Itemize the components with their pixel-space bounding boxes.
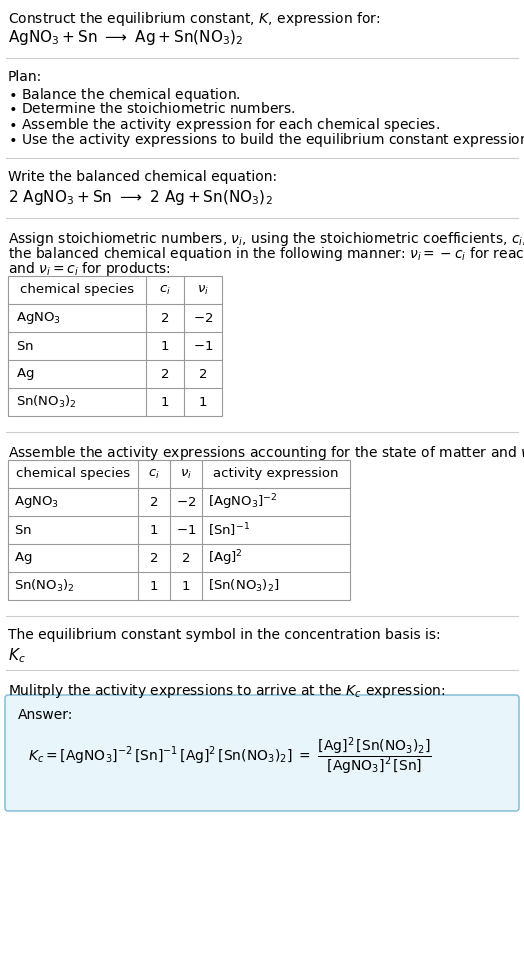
Text: Answer:: Answer: bbox=[18, 708, 73, 722]
Text: Assign stoichiometric numbers, $\nu_i$, using the stoichiometric coefficients, $: Assign stoichiometric numbers, $\nu_i$, … bbox=[8, 230, 524, 248]
Text: 1: 1 bbox=[161, 395, 169, 409]
Text: $\bullet$ Assemble the activity expression for each chemical species.: $\bullet$ Assemble the activity expressi… bbox=[8, 116, 440, 134]
Text: $\mathrm{Ag}$: $\mathrm{Ag}$ bbox=[16, 366, 34, 382]
Text: Plan:: Plan: bbox=[8, 70, 42, 84]
Text: $[\mathrm{Sn(NO_3)_2}]$: $[\mathrm{Sn(NO_3)_2}]$ bbox=[208, 578, 279, 594]
Text: $-1$: $-1$ bbox=[193, 340, 213, 352]
Text: and $\nu_i = c_i$ for products:: and $\nu_i = c_i$ for products: bbox=[8, 260, 171, 278]
Text: $\bullet$ Determine the stoichiometric numbers.: $\bullet$ Determine the stoichiometric n… bbox=[8, 101, 296, 116]
Text: $-2$: $-2$ bbox=[176, 496, 196, 508]
Text: the balanced chemical equation in the following manner: $\nu_i = -c_i$ for react: the balanced chemical equation in the fo… bbox=[8, 245, 524, 263]
Text: $K_c$: $K_c$ bbox=[8, 646, 26, 665]
Text: 1: 1 bbox=[150, 523, 158, 537]
Text: Assemble the activity expressions accounting for the state of matter and $\nu_i$: Assemble the activity expressions accoun… bbox=[8, 444, 524, 462]
Text: $\mathrm{AgNO_3}$: $\mathrm{AgNO_3}$ bbox=[16, 310, 61, 326]
FancyBboxPatch shape bbox=[5, 695, 519, 811]
Text: $\nu_i$: $\nu_i$ bbox=[180, 467, 192, 480]
Text: chemical species: chemical species bbox=[20, 283, 134, 297]
Text: $[\mathrm{Ag}]^2$: $[\mathrm{Ag}]^2$ bbox=[208, 548, 243, 568]
Text: $\mathrm{Sn}$: $\mathrm{Sn}$ bbox=[14, 523, 32, 537]
Text: 1: 1 bbox=[161, 340, 169, 352]
Bar bbox=[8, 276, 222, 416]
Text: $[\mathrm{Sn}]^{-1}$: $[\mathrm{Sn}]^{-1}$ bbox=[208, 522, 250, 539]
Text: $\bullet$ Balance the chemical equation.: $\bullet$ Balance the chemical equation. bbox=[8, 86, 241, 104]
Text: $\mathrm{Sn(NO_3)_2}$: $\mathrm{Sn(NO_3)_2}$ bbox=[14, 578, 75, 594]
Text: 2: 2 bbox=[182, 551, 190, 565]
Text: Construct the equilibrium constant, $K$, expression for:: Construct the equilibrium constant, $K$,… bbox=[8, 10, 380, 28]
Text: 2: 2 bbox=[161, 367, 169, 381]
Text: $\mathrm{2\ AgNO_3 + Sn\ \longrightarrow\ 2\ Ag + Sn(NO_3)_2}$: $\mathrm{2\ AgNO_3 + Sn\ \longrightarrow… bbox=[8, 188, 272, 207]
Text: The equilibrium constant symbol in the concentration basis is:: The equilibrium constant symbol in the c… bbox=[8, 628, 441, 642]
Text: chemical species: chemical species bbox=[16, 468, 130, 480]
Text: Mulitply the activity expressions to arrive at the $K_c$ expression:: Mulitply the activity expressions to arr… bbox=[8, 682, 445, 700]
Bar bbox=[8, 460, 350, 600]
Text: $\mathrm{Ag}$: $\mathrm{Ag}$ bbox=[14, 550, 32, 566]
Text: $-2$: $-2$ bbox=[193, 311, 213, 324]
Text: $\nu_i$: $\nu_i$ bbox=[197, 283, 209, 297]
Text: $\mathrm{Sn(NO_3)_2}$: $\mathrm{Sn(NO_3)_2}$ bbox=[16, 394, 77, 410]
Text: $\mathrm{Sn}$: $\mathrm{Sn}$ bbox=[16, 340, 34, 352]
Text: 2: 2 bbox=[150, 551, 158, 565]
Text: 1: 1 bbox=[182, 580, 190, 592]
Text: activity expression: activity expression bbox=[213, 468, 339, 480]
Text: $\mathrm{AgNO_3}$: $\mathrm{AgNO_3}$ bbox=[14, 494, 59, 510]
Text: $\mathrm{AgNO_3 + Sn\ \longrightarrow\ Ag + Sn(NO_3)_2}$: $\mathrm{AgNO_3 + Sn\ \longrightarrow\ A… bbox=[8, 28, 244, 47]
Text: 1: 1 bbox=[199, 395, 208, 409]
Text: $c_i$: $c_i$ bbox=[148, 467, 160, 480]
Text: Write the balanced chemical equation:: Write the balanced chemical equation: bbox=[8, 170, 277, 184]
Text: $-1$: $-1$ bbox=[176, 523, 196, 537]
Text: $[\mathrm{AgNO_3}]^{-2}$: $[\mathrm{AgNO_3}]^{-2}$ bbox=[208, 492, 277, 512]
Text: 2: 2 bbox=[150, 496, 158, 508]
Text: 1: 1 bbox=[150, 580, 158, 592]
Text: $c_i$: $c_i$ bbox=[159, 283, 171, 297]
Text: $\bullet$ Use the activity expressions to build the equilibrium constant express: $\bullet$ Use the activity expressions t… bbox=[8, 131, 524, 149]
Text: 2: 2 bbox=[161, 311, 169, 324]
Text: $K_c = [\mathrm{AgNO_3}]^{-2}\,[\mathrm{Sn}]^{-1}\,[\mathrm{Ag}]^2\,[\mathrm{Sn(: $K_c = [\mathrm{AgNO_3}]^{-2}\,[\mathrm{… bbox=[28, 735, 432, 777]
Text: 2: 2 bbox=[199, 367, 208, 381]
